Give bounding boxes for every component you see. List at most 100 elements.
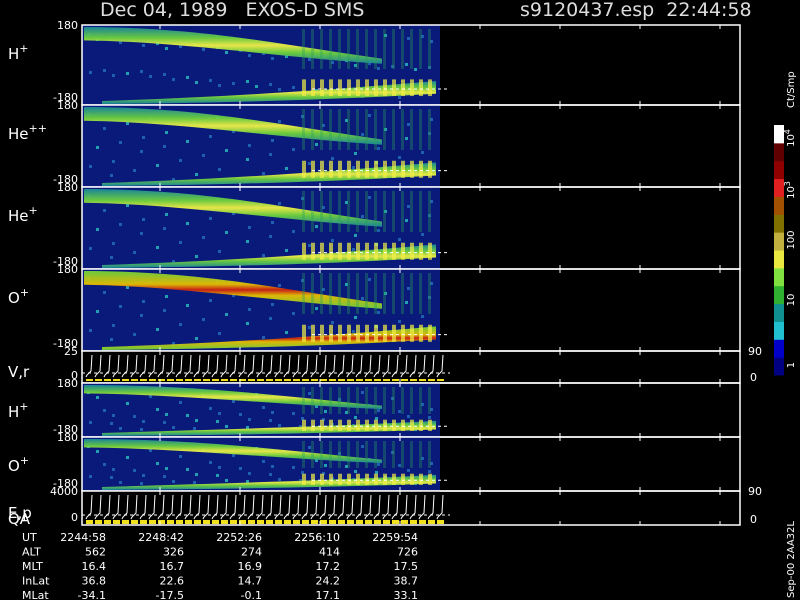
stripe: [320, 324, 324, 342]
stripe: [410, 273, 413, 314]
speckle: [308, 446, 311, 449]
speckle: [179, 45, 182, 48]
colorbar-label-sup: 3: [783, 181, 792, 186]
panel-bg: [82, 351, 440, 383]
speckle: [193, 427, 196, 430]
stripe: [338, 473, 342, 485]
speckle: [142, 218, 145, 221]
speckle: [292, 412, 295, 415]
stripe: [428, 387, 431, 414]
speckle: [172, 260, 175, 263]
speckle: [126, 456, 129, 459]
colorbar-cell: [774, 267, 784, 287]
speckle: [232, 454, 235, 457]
speckle: [269, 83, 272, 86]
colorbar-cell: [774, 303, 784, 322]
stripe: [329, 419, 333, 431]
colorbar-cell: [774, 285, 784, 305]
speckle: [308, 58, 311, 61]
stripe: [329, 387, 332, 414]
stripe: [365, 441, 368, 468]
speckle: [354, 470, 357, 473]
speckle: [248, 54, 251, 57]
speckle: [172, 480, 175, 483]
speckle: [126, 286, 129, 289]
hook: [112, 494, 120, 520]
stripe: [356, 419, 360, 431]
footer-value: 726: [397, 546, 418, 559]
hook: [382, 354, 390, 378]
stripe: [401, 191, 404, 232]
stripe: [338, 79, 342, 97]
speckle: [142, 136, 145, 139]
speckle: [126, 204, 129, 207]
stripe: [383, 441, 386, 468]
speckle: [398, 238, 401, 241]
stripe: [302, 242, 306, 260]
speckle: [103, 409, 106, 412]
speckle: [89, 475, 92, 478]
speckle: [165, 47, 168, 50]
speckle: [142, 474, 145, 477]
speckle: [195, 473, 198, 476]
speckle: [421, 233, 424, 236]
stripe: [428, 273, 431, 314]
speckle: [269, 153, 272, 156]
speckle: [165, 413, 168, 416]
hook: [148, 354, 156, 378]
colorbar-cell: [774, 160, 784, 180]
stripe: [320, 419, 324, 431]
speckle: [375, 417, 378, 420]
speckle: [361, 391, 364, 394]
panel-label: E,p: [8, 504, 32, 522]
footer-value: 326: [163, 546, 184, 559]
speckle: [156, 246, 159, 249]
y-top-label: 25: [64, 345, 78, 358]
speckle: [195, 255, 198, 258]
speckle: [133, 169, 136, 172]
speckle: [345, 119, 348, 122]
speckle: [126, 122, 129, 125]
speckle: [202, 318, 205, 321]
upper-band: [84, 107, 382, 145]
speckle: [269, 235, 272, 238]
speckle: [186, 414, 189, 417]
hook: [364, 354, 372, 378]
speckle: [398, 96, 401, 99]
stripe: [401, 441, 404, 468]
y2-bottom-label: 0: [750, 371, 757, 384]
speckle: [292, 466, 295, 469]
stripe: [356, 191, 359, 232]
label-sup: +: [19, 400, 28, 413]
y-top-label: 180: [57, 377, 78, 390]
speckle: [384, 128, 387, 131]
footer-value: 414: [319, 546, 340, 559]
footer-value: 17.5: [394, 560, 419, 573]
speckle: [331, 321, 334, 324]
speckle: [421, 457, 424, 460]
stripe: [302, 191, 305, 232]
speckle: [384, 210, 387, 213]
speckle: [324, 464, 327, 467]
stripe: [410, 242, 414, 260]
stripe: [419, 29, 422, 69]
stripe: [401, 387, 404, 414]
speckle: [271, 221, 274, 224]
stripe: [410, 473, 414, 485]
speckle: [308, 392, 311, 395]
stripe: [410, 441, 413, 468]
stripe: [410, 79, 414, 97]
stripe: [347, 109, 350, 150]
speckle: [262, 254, 265, 257]
stripe: [374, 242, 378, 260]
speckle: [225, 149, 228, 152]
speckle: [232, 82, 235, 85]
speckle: [140, 314, 143, 317]
stripe: [338, 109, 341, 150]
speckle: [331, 239, 334, 242]
speckle: [262, 336, 265, 339]
stripe: [302, 109, 305, 150]
speckle: [262, 172, 265, 175]
speckle: [384, 34, 387, 37]
footer-value: -34.1: [78, 589, 106, 600]
